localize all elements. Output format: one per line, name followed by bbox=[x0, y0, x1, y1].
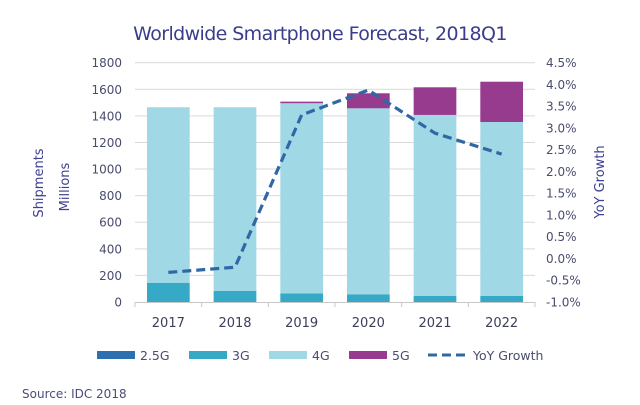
bar-4g-2020 bbox=[346, 108, 390, 295]
legend-swatch-25g bbox=[97, 351, 135, 359]
y2-tick-label: -0.5% bbox=[546, 274, 581, 288]
source-note: Source: IDC 2018 bbox=[22, 387, 127, 401]
legend-label: 2.5G bbox=[140, 348, 170, 363]
y2-tick-label: 4.0% bbox=[546, 78, 577, 92]
yoy-growth-line-group bbox=[168, 88, 503, 274]
x-tick-label: 2020 bbox=[352, 316, 385, 331]
y-tick-label: 400 bbox=[99, 242, 122, 256]
y2-tick-label: 3.0% bbox=[546, 121, 577, 135]
y2-tick-label: 1.5% bbox=[546, 187, 577, 201]
bars bbox=[146, 81, 524, 302]
y2-axis-ticks: -1.0% -0.5% 0.0% 0.5% 1.0% 1.5% 2.0% 2.5% 3.0% 3.… bbox=[546, 56, 581, 309]
bar-5g-2022 bbox=[480, 81, 524, 122]
bar-3g-2020 bbox=[346, 294, 390, 302]
legend: 2.5G 3G 4G 5G YoY Growth bbox=[97, 348, 543, 363]
chart-title: Worldwide Smartphone Forecast, 2018Q1 bbox=[133, 23, 507, 45]
bar-3g-2021 bbox=[413, 295, 457, 302]
y2-tick-label: -1.0% bbox=[546, 296, 581, 310]
legend-label: 3G bbox=[232, 348, 250, 363]
legend-swatch-5g bbox=[349, 351, 387, 359]
bar-4g-2021 bbox=[413, 114, 457, 296]
legend-label: YoY Growth bbox=[472, 348, 543, 363]
y2-tick-label: 0.0% bbox=[546, 252, 577, 266]
y-tick-label: 800 bbox=[99, 189, 122, 203]
x-tick-label: 2019 bbox=[285, 316, 318, 331]
x-tick-label: 2022 bbox=[485, 316, 518, 331]
bar-3g-2019 bbox=[280, 293, 324, 302]
y2-tick-label: 4.5% bbox=[546, 56, 577, 70]
y2-tick-label: 0.5% bbox=[546, 230, 577, 244]
y-tick-label: 1200 bbox=[91, 136, 122, 150]
y-axis-title-shipments: Shipments bbox=[32, 148, 47, 217]
y2-tick-label: 1.0% bbox=[546, 208, 577, 222]
legend-swatch-3g bbox=[189, 351, 227, 359]
bar-3g-2022 bbox=[480, 295, 524, 302]
y2-tick-label: 3.5% bbox=[546, 100, 577, 114]
bar-3g-2018 bbox=[213, 290, 257, 302]
y-tick-label: 1800 bbox=[91, 56, 122, 70]
y-axis-ticks: 0 200 400 600 800 1000 1200 1400 1600 1800 bbox=[91, 56, 122, 309]
legend-label: 4G bbox=[312, 348, 330, 363]
y-tick-label: 0 bbox=[114, 296, 122, 310]
y-tick-label: 1400 bbox=[91, 109, 122, 123]
y-tick-label: 600 bbox=[99, 216, 122, 230]
y2-axis-title: YoY Growth bbox=[593, 145, 608, 219]
yoy-growth-line bbox=[168, 88, 503, 274]
bar-5g-2019 bbox=[280, 101, 324, 104]
legend-label: 5G bbox=[392, 348, 410, 363]
bar-4g-2017 bbox=[146, 107, 190, 283]
y2-tick-label: 2.0% bbox=[546, 165, 577, 179]
x-axis: 2017 2018 2019 2020 2021 2022 bbox=[134, 302, 536, 331]
legend-swatch-4g bbox=[269, 351, 307, 359]
x-tick-label: 2021 bbox=[418, 316, 451, 331]
bar-5g-2021 bbox=[413, 87, 457, 115]
x-tick-label: 2018 bbox=[218, 316, 251, 331]
gridlines bbox=[135, 62, 535, 276]
y2-tick-label: 2.5% bbox=[546, 143, 577, 157]
y-tick-label: 1600 bbox=[91, 83, 122, 97]
y-tick-label: 200 bbox=[99, 269, 122, 283]
y-tick-label: 1000 bbox=[91, 163, 122, 177]
x-tick-label: 2017 bbox=[152, 316, 185, 331]
bar-3g-2017 bbox=[146, 282, 190, 302]
bar-4g-2018 bbox=[213, 107, 257, 291]
y-axis-title-millions: Millions bbox=[58, 162, 73, 211]
bar-4g-2019 bbox=[280, 103, 324, 294]
